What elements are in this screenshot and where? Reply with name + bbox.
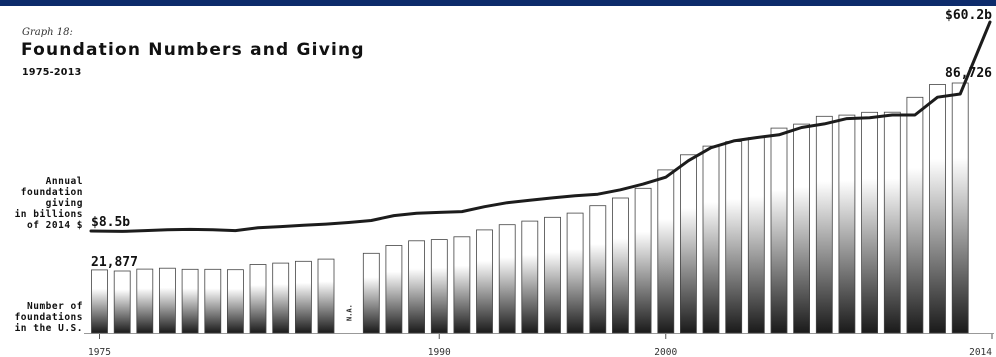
chart-title: Foundation Numbers and Giving (21, 40, 365, 60)
count-axis-label-line: foundations (14, 312, 83, 323)
bar-2001 (680, 154, 697, 334)
bar-1977 (136, 268, 154, 334)
bar-1979 (181, 268, 199, 334)
chart-subtitle: 1975-2013 (22, 67, 82, 78)
graph-number-label: Graph 18: (22, 27, 73, 38)
x-tick-label: 2014 (969, 347, 992, 357)
x-tick-label: 1990 (428, 347, 451, 357)
giving-end-label: $60.2b (945, 8, 992, 23)
bar-2002 (702, 145, 720, 334)
bar-2004 (747, 137, 765, 334)
giving-axis-label-line: Annual (45, 176, 83, 187)
bar-1984 (294, 260, 312, 334)
bar-1982 (249, 264, 267, 334)
giving-axis-label-line: giving (45, 198, 83, 209)
bar-2008 (838, 114, 856, 334)
bar-2006 (793, 123, 810, 334)
bar-1983 (272, 262, 290, 334)
bar-1976 (113, 270, 131, 334)
bar-1994 (521, 220, 539, 334)
bar-1990 (430, 239, 448, 334)
giving-axis-label: Annual foundation giving in billions of … (0, 176, 83, 231)
count-axis-label-line: Number of (27, 301, 83, 312)
bar-2012 (929, 84, 946, 334)
giving-axis-label-line: in billions (14, 209, 83, 220)
bar-1995 (544, 216, 561, 334)
bar-1987 (362, 252, 380, 334)
giving-axis-label-line: of 2014 $ (27, 220, 83, 231)
giving-axis-label-line: foundation (20, 187, 83, 198)
bar-1981 (226, 269, 244, 334)
bar-1999 (634, 187, 652, 334)
bar-1989 (408, 240, 426, 334)
top-accent-rule (0, 0, 996, 6)
bar-2009 (861, 111, 878, 334)
bar-1997 (589, 205, 607, 334)
bar-2013 (951, 82, 969, 334)
bar-1998 (612, 197, 629, 334)
count-end-label: 86,726 (945, 66, 992, 81)
bar-1980 (204, 268, 222, 334)
count-axis-label-line: in the U.S. (14, 323, 83, 334)
count-axis-label: Number of foundations in the U.S. (0, 301, 83, 334)
bar-2005 (770, 127, 788, 334)
bar-1996 (566, 212, 584, 334)
bar-2003 (725, 141, 743, 334)
bar-1991 (453, 236, 471, 334)
bar-1978 (158, 267, 176, 334)
bar-1975 (91, 269, 108, 334)
missing-data-label: N.A. (346, 304, 354, 321)
giving-start-label: $8.5b (91, 215, 130, 230)
bar-1988 (385, 245, 403, 334)
bar-2010 (883, 111, 901, 334)
bar-1992 (476, 229, 493, 334)
bar-1985 (317, 258, 335, 334)
x-tick-label: 1975 (88, 347, 111, 357)
bar-2007 (815, 115, 833, 334)
count-start-label: 21,877 (91, 255, 138, 270)
bar-2000 (657, 169, 675, 334)
x-tick-label: 2000 (654, 347, 677, 357)
bar-2011 (906, 96, 924, 334)
bar-1993 (498, 224, 516, 334)
giving-line (89, 20, 992, 233)
